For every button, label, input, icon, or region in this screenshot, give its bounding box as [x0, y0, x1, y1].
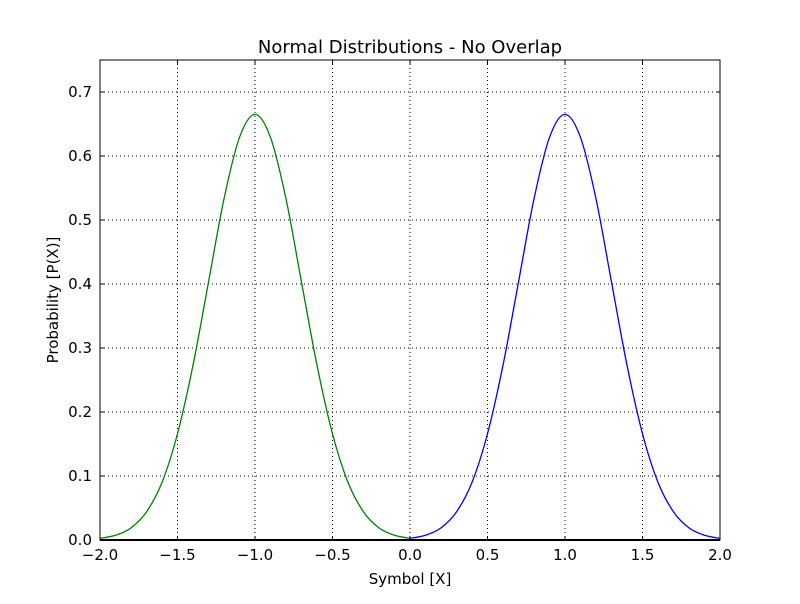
x-tick-label: −1.0 [237, 546, 273, 564]
y-tick-label: 0.0 [68, 531, 92, 549]
chart-title: Normal Distributions - No Overlap [258, 37, 562, 58]
y-tick-label: 0.6 [68, 147, 92, 165]
y-tick-label: 0.2 [68, 403, 92, 421]
y-tick-label: 0.5 [68, 211, 92, 229]
x-tick-label: 1.5 [631, 546, 655, 564]
x-tick-label: −2.0 [82, 546, 118, 564]
ticks: −2.0 −1.5 −1.0 −0.5 0.0 0.5 1.0 1.5 2.0 0.0 0.1 0.2… [68, 60, 732, 564]
x-tick-label: 0.5 [476, 546, 500, 564]
x-tick-label: 2.0 [708, 546, 732, 564]
y-tick-label: 0.7 [68, 83, 92, 101]
y-tick-label: 0.3 [68, 339, 92, 357]
series-line-green [99, 113, 411, 539]
x-tick-label: 0.0 [398, 546, 422, 564]
y-tick-label: 0.4 [68, 275, 92, 293]
series-line-blue [409, 113, 721, 539]
y-tick-label: 0.1 [68, 467, 92, 485]
x-axis-label: Symbol [X] [369, 570, 452, 588]
x-tick-label: −0.5 [314, 546, 350, 564]
x-tick-label: 1.0 [553, 546, 577, 564]
y-axis-label: Probability [P(X)] [44, 237, 62, 364]
x-tick-label: −1.5 [159, 546, 195, 564]
